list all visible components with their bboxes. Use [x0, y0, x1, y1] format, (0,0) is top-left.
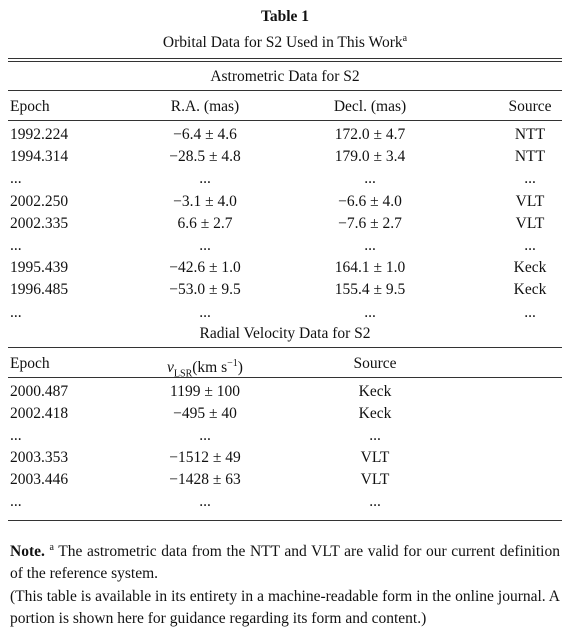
cell: ...	[199, 237, 211, 254]
cell: 1995.439	[10, 259, 69, 277]
cell: −3.1 ± 4.0	[173, 192, 237, 210]
subtitle: Orbital Data for S2 Used in This Worka	[163, 30, 407, 52]
cell: −7.6 ± 2.7	[338, 214, 402, 232]
column-header: Epoch	[10, 355, 50, 372]
cell: NTT	[514, 126, 546, 143]
note-marker: a	[49, 542, 54, 553]
cell: Keck	[358, 383, 392, 400]
cell: −495 ± 40	[173, 405, 237, 422]
rule	[8, 61, 562, 62]
rule	[8, 347, 562, 348]
rule	[8, 58, 562, 59]
cell: −28.5 ± 4.8	[169, 148, 241, 166]
cell: ...	[524, 170, 536, 188]
cell: 172.0 ± 4.7	[334, 126, 406, 143]
cell: ...	[199, 493, 211, 510]
cell: ...	[364, 170, 376, 188]
cell: −1512 ± 49	[169, 449, 241, 466]
column-header: Source	[508, 98, 552, 115]
cell: −1428 ± 63	[169, 471, 241, 488]
header-part: )	[237, 359, 243, 377]
cell: Keck	[513, 281, 547, 299]
availability-note: (This table is available in its entirety…	[10, 588, 560, 627]
cell: VLT	[360, 449, 390, 466]
title: Table 1	[260, 8, 310, 25]
cell: 164.1 ± 1.0	[334, 259, 406, 277]
cell: 179.0 ± 3.4	[334, 148, 406, 166]
cell: −53.0 ± 9.5	[169, 281, 241, 299]
cell: 1199 ± 100	[170, 383, 240, 400]
header-part: (km s	[192, 359, 228, 377]
note-label: Note.	[10, 543, 45, 561]
header-part: LSR	[173, 368, 193, 380]
cell: VLT	[515, 192, 545, 210]
cell: 1994.314	[10, 148, 69, 166]
subtitle-text: Orbital Data for S2 Used in This Work	[162, 34, 403, 52]
section-title: Radial Velocity Data for S2	[199, 325, 371, 342]
rule	[8, 90, 562, 91]
cell: 6.6 ± 2.7	[177, 214, 233, 232]
cell: NTT	[514, 148, 546, 166]
cell: −6.4 ± 4.6	[173, 126, 237, 143]
cell: 2002.250	[10, 192, 69, 210]
cell: ...	[364, 303, 376, 321]
cell: ...	[199, 170, 211, 188]
cell: −42.6 ± 1.0	[169, 259, 241, 277]
cell: ...	[199, 303, 211, 321]
section-title: Astrometric Data for S2	[210, 68, 360, 85]
note-text: The astrometric data from the NTT and VL…	[10, 543, 560, 583]
cell: 2002.335	[10, 214, 69, 232]
column-header: Source	[353, 355, 397, 372]
cell: ...	[524, 303, 536, 321]
cell: 2000.487	[10, 383, 69, 400]
cell: ...	[369, 493, 381, 510]
cell: 155.4 ± 9.5	[334, 281, 406, 299]
cell: ...	[364, 237, 376, 254]
note: Note. a The astrometric data from the NT…	[10, 537, 560, 585]
cell: ...	[369, 427, 381, 444]
cell: VLT	[515, 214, 545, 232]
cell: Keck	[358, 405, 392, 422]
cell: ...	[10, 237, 22, 254]
rule	[8, 520, 562, 521]
cell: 1996.485	[10, 281, 69, 299]
rule	[8, 120, 562, 121]
cell: ...	[199, 427, 211, 444]
column-header: Decl. (mas)	[333, 98, 407, 115]
cell: Keck	[513, 259, 547, 277]
cell: 2003.353	[10, 449, 69, 466]
cell: ...	[524, 237, 536, 254]
cell: ...	[10, 427, 22, 444]
cell: 2002.418	[10, 405, 69, 422]
column-header: R.A. (mas)	[170, 98, 240, 115]
cell: −6.6 ± 4.0	[338, 192, 402, 210]
cell: 2003.446	[10, 471, 69, 488]
note-marker: a	[402, 33, 408, 44]
rule	[8, 377, 562, 378]
column-header: Epoch	[10, 98, 50, 115]
cell: ...	[10, 493, 22, 510]
header-part: −1	[227, 358, 238, 369]
header-part: v	[167, 359, 174, 377]
cell: 1992.224	[10, 126, 69, 143]
cell: ...	[10, 170, 22, 188]
column-header: vLSR(km s−1)	[167, 355, 243, 383]
cell: ...	[10, 303, 22, 321]
cell: VLT	[360, 471, 390, 488]
